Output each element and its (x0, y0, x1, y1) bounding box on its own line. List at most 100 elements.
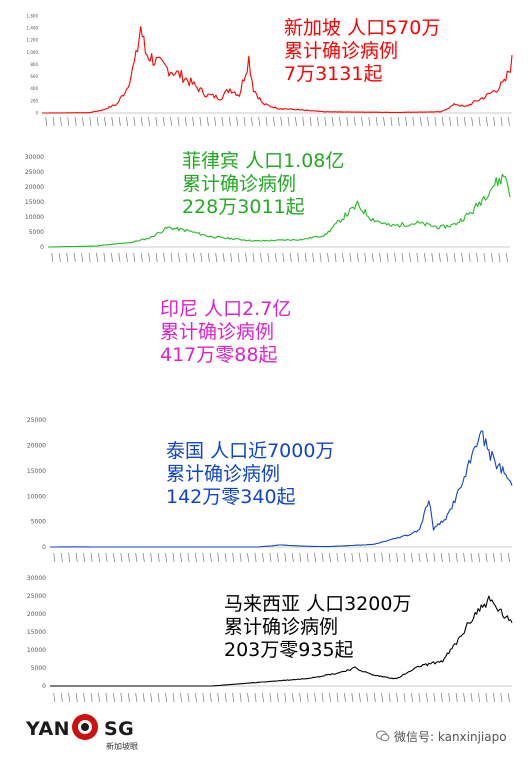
y-tick-label: 200 (30, 98, 38, 103)
x-tick-mark (133, 252, 136, 263)
y-tick-label: 800 (30, 62, 38, 67)
x-tick-mark (165, 692, 168, 703)
y-tick-label: 1,000 (27, 50, 39, 55)
thailand-population: 人口近7000万 (210, 440, 335, 462)
x-tick-mark (239, 692, 242, 703)
x-tick-mark (83, 692, 86, 703)
singapore-population: 人口570万 (347, 17, 441, 39)
x-tick-mark (185, 252, 188, 263)
y-tick-label: 400 (30, 86, 38, 91)
x-tick-mark (120, 552, 123, 563)
wechat-watermark: 微信号: kanxinjiapo (376, 728, 507, 745)
thailand-chart: 0 5000 10000 15000 20000 25000 (27, 417, 513, 563)
x-tick-mark (88, 252, 91, 263)
x-tick-mark (468, 252, 471, 263)
x-tick-mark (83, 552, 86, 563)
singapore-chart: 0 200 400 600 800 1,000 1,200 1,400 1,600 (27, 13, 513, 127)
x-tick-mark (53, 692, 56, 703)
x-tick-mark (254, 692, 257, 703)
x-tick-mark (485, 116, 488, 127)
x-tick-mark (110, 252, 113, 263)
x-tick-mark (418, 692, 421, 703)
x-tick-mark (478, 552, 481, 563)
x-tick-mark (180, 692, 182, 703)
x-tick-mark (236, 116, 239, 127)
x-tick-mark (90, 692, 93, 703)
x-tick-mark (170, 116, 173, 127)
x-tick-mark (155, 116, 158, 127)
y-tick-label: 0 (40, 244, 44, 251)
x-tick-mark (155, 252, 158, 263)
x-tick-mark (433, 552, 436, 563)
x-tick-mark (448, 692, 451, 703)
x-tick-mark (52, 116, 55, 127)
x-tick-mark (170, 252, 173, 263)
x-tick-mark (148, 252, 151, 263)
x-tick-mark (295, 116, 297, 127)
x-tick-mark (98, 552, 100, 563)
x-tick-mark (470, 552, 473, 563)
logo-text-left: YAN (26, 718, 71, 740)
x-tick-mark (356, 252, 359, 263)
indonesia-population: 人口2.7亿 (204, 298, 292, 320)
x-tick-mark (312, 252, 315, 263)
x-tick-mark (232, 552, 235, 563)
x-tick-mark (157, 552, 160, 563)
logo-magnifier-icon (72, 714, 98, 740)
x-tick-mark (172, 692, 175, 703)
singapore-label: 累计确诊病例 (284, 40, 399, 63)
x-tick-mark (262, 552, 264, 563)
x-tick-mark (455, 692, 458, 703)
x-tick-mark (329, 692, 331, 703)
y-tick-label: 5000 (31, 519, 46, 526)
x-tick-mark (207, 252, 210, 263)
x-tick-mark (358, 552, 361, 563)
x-tick-mark (470, 692, 473, 703)
x-tick-mark (112, 552, 115, 563)
x-tick-mark (53, 552, 56, 563)
x-tick-mark (309, 116, 312, 127)
x-tick-mark (373, 552, 376, 563)
x-tick-mark (418, 552, 421, 563)
y-tick-label: 20000 (25, 184, 44, 191)
x-tick-mark (199, 116, 202, 127)
indonesia-country: 印尼 (160, 298, 199, 320)
x-tick-mark (215, 252, 218, 263)
x-tick-mark (82, 116, 84, 127)
x-tick-mark (217, 552, 220, 563)
x-tick-mark (287, 116, 290, 127)
x-tick-mark (463, 116, 466, 127)
x-tick-mark (67, 116, 70, 127)
x-tick-mark (258, 116, 261, 127)
thailand-country: 泰国 (166, 440, 205, 462)
x-tick-mark (112, 692, 115, 703)
x-tick-mark (172, 552, 175, 563)
x-tick-mark (346, 116, 349, 127)
singapore-total: 7万3131起 (284, 63, 383, 86)
x-tick-mark (140, 116, 143, 127)
malaysia-caption: 马来西亚 人口3200万 累计确诊病例 203万零935起 (224, 593, 411, 663)
philippines-caption: 菲律宾 人口1.08亿 累计确诊病例 228万3011起 (182, 150, 344, 220)
x-tick-mark (133, 116, 136, 127)
x-tick-mark (237, 252, 240, 263)
x-tick-mark (177, 116, 180, 127)
thailand-caption: 泰国 人口近7000万 累计确诊病例 142万零340起 (166, 440, 334, 510)
y-tick-label: 0 (35, 110, 38, 115)
x-tick-mark (446, 252, 449, 263)
x-tick-mark (500, 116, 503, 127)
x-tick-mark (45, 116, 48, 127)
y-tick-label: 600 (30, 74, 38, 79)
x-tick-mark (341, 252, 344, 263)
x-tick-mark (105, 692, 108, 703)
y-tick-label: 1,200 (27, 38, 39, 43)
series-line (48, 173, 511, 248)
x-tick-mark (411, 552, 413, 563)
x-tick-mark (412, 116, 415, 127)
x-tick-mark (366, 692, 369, 703)
indonesia-total: 417万零88起 (160, 344, 278, 367)
x-tick-mark (260, 252, 262, 263)
x-tick-mark (105, 552, 108, 563)
x-tick-mark (254, 552, 257, 563)
x-tick-mark (58, 252, 61, 263)
x-tick-mark (103, 252, 106, 263)
